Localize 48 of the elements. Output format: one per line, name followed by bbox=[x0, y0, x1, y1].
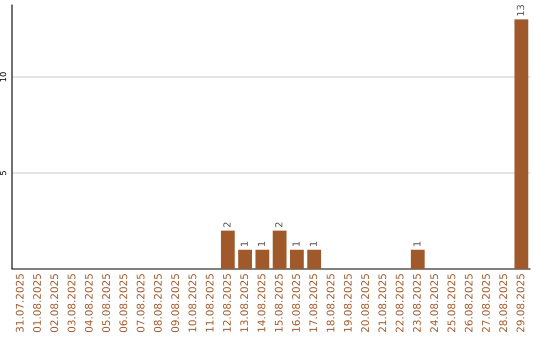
x-tick-label: 31.07.2025 bbox=[16, 274, 24, 332]
y-tick-label: 5 bbox=[0, 171, 6, 176]
x-tick-label: 16.08.2025 bbox=[292, 274, 300, 332]
x-tick-label: 18.08.2025 bbox=[326, 274, 334, 332]
x-tick-label: 03.08.2025 bbox=[68, 274, 76, 332]
bar bbox=[410, 250, 425, 269]
x-tick-label: 04.08.2025 bbox=[84, 274, 93, 332]
x-tick-label: 01.08.2025 bbox=[33, 274, 41, 332]
bar bbox=[272, 230, 287, 269]
x-tick-label: 11.08.2025 bbox=[206, 274, 214, 332]
bar bbox=[514, 19, 528, 269]
x-tick-label: 08.08.2025 bbox=[154, 274, 162, 332]
x-tick-label: 23.08.2025 bbox=[412, 274, 421, 332]
x-tick-label: 27.08.2025 bbox=[482, 274, 490, 332]
x-tick-label: 19.08.2025 bbox=[344, 274, 352, 332]
x-tick-label: 10.08.2025 bbox=[188, 274, 196, 332]
x-tick-label: 15.08.2025 bbox=[274, 274, 283, 332]
x-tick-label: 29.08.2025 bbox=[516, 274, 524, 332]
x-tick-label: 24.08.2025 bbox=[430, 274, 438, 332]
y-tick-label: 10 bbox=[0, 72, 6, 82]
x-tick-label: 22.08.2025 bbox=[396, 274, 404, 332]
bar bbox=[255, 250, 270, 269]
data-label: 1 bbox=[258, 242, 266, 246]
x-tick-label: 28.08.2025 bbox=[499, 274, 508, 332]
bar bbox=[238, 250, 252, 269]
data-label: 1 bbox=[413, 242, 420, 246]
x-tick-label: 21.08.2025 bbox=[378, 274, 386, 332]
bar bbox=[290, 250, 304, 269]
bar bbox=[220, 230, 235, 269]
x-tick-label: 06.08.2025 bbox=[119, 274, 128, 332]
x-tick-label: 26.08.2025 bbox=[464, 274, 473, 332]
x-tick-label: 02.08.2025 bbox=[50, 274, 58, 332]
x-tick-label: 17.08.2025 bbox=[309, 274, 318, 332]
data-label: 2 bbox=[275, 222, 282, 228]
data-label: 2 bbox=[223, 222, 231, 228]
x-tick-label: 07.08.2025 bbox=[136, 274, 145, 332]
data-label: 1 bbox=[292, 242, 300, 246]
data-label: 1 bbox=[240, 242, 248, 246]
x-tick-label: 05.08.2025 bbox=[102, 274, 110, 332]
x-tick-label: 14.08.2025 bbox=[258, 274, 266, 332]
x-tick-label: 20.08.2025 bbox=[361, 274, 369, 332]
x-tick-label: 13.08.2025 bbox=[240, 274, 248, 332]
data-label: 13 bbox=[516, 5, 524, 16]
x-tick-label: 09.08.2025 bbox=[171, 274, 180, 332]
x-tick-label: 12.08.2025 bbox=[222, 274, 231, 332]
bar bbox=[307, 250, 322, 269]
x-tick-label: 25.08.2025 bbox=[447, 274, 456, 332]
data-label: 1 bbox=[310, 242, 317, 246]
